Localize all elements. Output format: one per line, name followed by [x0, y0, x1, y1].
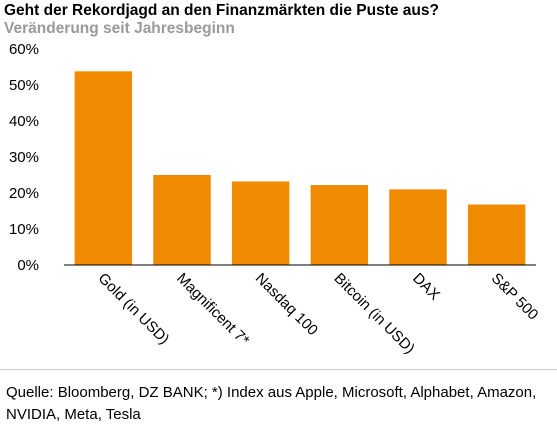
bar: [389, 189, 447, 265]
y-tick-label: 60%: [9, 41, 39, 58]
y-tick-label: 30%: [9, 149, 39, 166]
x-tick-label: DAX: [409, 270, 443, 304]
y-tick-label: 40%: [9, 113, 39, 130]
footer-divider: [0, 369, 557, 370]
x-tick-label: Nasdaq 100: [252, 270, 321, 339]
x-tick-label: Magnificent 7*: [173, 270, 252, 349]
chart-title: Geht der Rekordjagd an den Finanzmärkten…: [4, 2, 439, 19]
bar: [153, 175, 211, 265]
x-tick-label: Gold (in USD): [95, 270, 173, 348]
y-tick-label: 20%: [9, 185, 39, 202]
y-axis-ticks: 0% 10% 20% 30% 40% 50% 60%: [9, 41, 39, 274]
bar: [310, 185, 369, 265]
y-tick-label: 10%: [9, 221, 39, 238]
y-tick-label: 50%: [9, 77, 39, 94]
bar: [467, 204, 526, 265]
bars: [74, 71, 526, 265]
source-note: Quelle: Bloomberg, DZ BANK; *) Index aus…: [6, 384, 537, 423]
x-tick-label: Bitcoin (in USD): [331, 270, 418, 357]
x-axis-labels: Gold (in USD) Magnificent 7* Nasdaq 100 Bit…: [95, 270, 542, 357]
x-tick-label: S&P 500: [488, 270, 542, 324]
bar: [231, 181, 290, 265]
chart-subtitle: Veränderung seit Jahresbeginn: [4, 20, 235, 37]
bar: [74, 71, 133, 265]
y-tick-label: 0%: [17, 257, 39, 274]
bar-chart: 0% 10% 20% 30% 40% 50% 60% Gold (in USD) Magnif…: [9, 41, 542, 357]
